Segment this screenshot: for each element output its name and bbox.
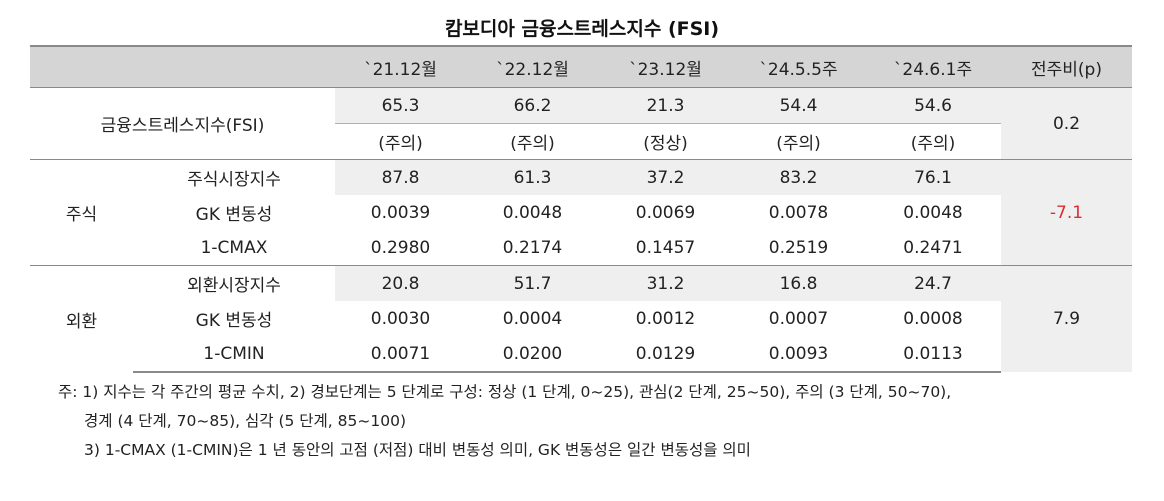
fx-cell: 0.0004	[502, 308, 563, 329]
fx-cell: 0.0113	[865, 336, 1001, 373]
fx-cell: 0.0093	[732, 336, 865, 373]
fsi-value: 54.4	[732, 87, 865, 124]
fx-change: 7.9	[1001, 265, 1132, 372]
stock-cell: 0.0048	[903, 202, 963, 223]
fx-cell: 0.0071	[335, 336, 466, 373]
footnotes: 주: 1) 지수는 각 주간의 평균 수치, 2) 경보단계는 5 단계로 구성…	[58, 378, 951, 465]
stock-cell: 0.0069	[635, 202, 696, 223]
stock-cell: 0.2519	[768, 237, 829, 258]
fsi-status: (주의)	[776, 134, 821, 154]
header-period: `22.12월	[466, 45, 599, 88]
stock-cell: 83.2	[732, 159, 865, 195]
stock-row: GK 변동성 0.0039 0.0048 0.0069 0.0078 0.004…	[30, 195, 1132, 230]
fx-cell: 0.0030	[370, 308, 431, 329]
header-blank	[30, 45, 335, 88]
fx-cell: 16.8	[732, 265, 865, 301]
fx-row: 1-CMIN 0.0071 0.0200 0.0129 0.0093 0.011…	[30, 336, 1132, 373]
header-period: `23.12월	[599, 45, 732, 88]
stock-row-label: GK 변동성	[195, 205, 273, 225]
fx-cell: 51.7	[466, 265, 599, 301]
footnote-line: 경계 (4 단계, 70~85), 심각 (5 단계, 85~100)	[84, 412, 406, 430]
stock-cell: 76.1	[865, 159, 1001, 195]
header-row: `21.12월 `22.12월 `23.12월 `24.5.5주 `24.6.1…	[30, 45, 1132, 88]
stock-row-label: 1-CMAX	[200, 237, 268, 258]
stock-row: 1-CMAX 0.2980 0.2174 0.1457 0.2519 0.247…	[30, 230, 1132, 266]
fx-cell: 0.0012	[635, 308, 696, 329]
stock-cell: 0.2174	[502, 237, 563, 258]
fx-row: GK 변동성 0.0030 0.0004 0.0012 0.0007 0.000…	[30, 301, 1132, 336]
fsi-value: 21.3	[599, 87, 732, 124]
fx-cell: 20.8	[335, 265, 466, 301]
stock-cell: 87.8	[335, 159, 466, 195]
header-period: `24.6.1주	[865, 45, 1001, 88]
stock-group-label: 주식	[30, 159, 133, 266]
fsi-table: `21.12월 `22.12월 `23.12월 `24.5.5주 `24.6.1…	[30, 45, 1132, 373]
fsi-value: 54.6	[865, 87, 1001, 124]
header-period: `21.12월	[335, 45, 466, 88]
fsi-status: (주의)	[378, 134, 423, 154]
fx-row: 외환 외환시장지수 20.8 51.7 31.2 16.8 24.7 7.9	[30, 265, 1132, 372]
stock-cell: 0.1457	[635, 237, 696, 258]
stock-row: 주식 주식시장지수 87.8 61.3 37.2 83.2 76.1 -7.1	[30, 159, 1132, 266]
footnote-line: 주: 1) 지수는 각 주간의 평균 수치, 2) 경보단계는 5 단계로 구성…	[58, 383, 952, 401]
fsi-change: 0.2	[1001, 87, 1132, 160]
stock-cell: 0.2980	[370, 237, 431, 258]
stock-cell: 61.3	[466, 159, 599, 195]
fsi-status-row: (주의) (주의) (정상) (주의) (주의)	[30, 124, 1132, 160]
fsi-label: 금융스트레스지수(FSI)	[100, 116, 265, 136]
fsi-value: 65.3	[335, 87, 466, 124]
fx-row-label: 외환시장지수	[133, 265, 335, 301]
stock-cell: 37.2	[599, 159, 732, 195]
fsi-status: (주의)	[510, 134, 555, 154]
fx-row-label: GK 변동성	[195, 311, 273, 331]
stock-cell: 0.0078	[768, 202, 829, 223]
footnote-line: 3) 1-CMAX (1-CMIN)은 1 년 동안의 고점 (저점) 대비 변…	[84, 441, 751, 459]
stock-cell: 0.0039	[370, 202, 431, 223]
fsi-value-row: 금융스트레스지수(FSI) 65.3 66.2 21.3 54.4 54.6 0…	[30, 87, 1132, 160]
fsi-value: 66.2	[466, 87, 599, 124]
fx-cell: 0.0007	[768, 308, 829, 329]
fx-cell: 0.0200	[466, 336, 599, 373]
fx-cell: 24.7	[865, 265, 1001, 301]
stock-row-label: 주식시장지수	[133, 159, 335, 195]
header-period: `24.5.5주	[732, 45, 865, 88]
fx-cell: 31.2	[599, 265, 732, 301]
stock-cell: 0.0048	[502, 202, 563, 223]
header-change: 전주비(p)	[1001, 45, 1132, 88]
fx-cell: 0.0129	[599, 336, 732, 373]
table-title: 캄보디아 금융스트레스지수 (FSI)	[444, 18, 720, 40]
fsi-status: (정상)	[643, 134, 688, 154]
stock-change: -7.1	[1001, 159, 1132, 266]
stock-cell: 0.2471	[903, 237, 963, 258]
fx-cell: 0.0008	[903, 308, 963, 329]
fx-group-label: 외환	[30, 265, 133, 372]
fx-row-label: 1-CMIN	[133, 336, 335, 373]
fsi-status: (주의)	[910, 134, 956, 154]
